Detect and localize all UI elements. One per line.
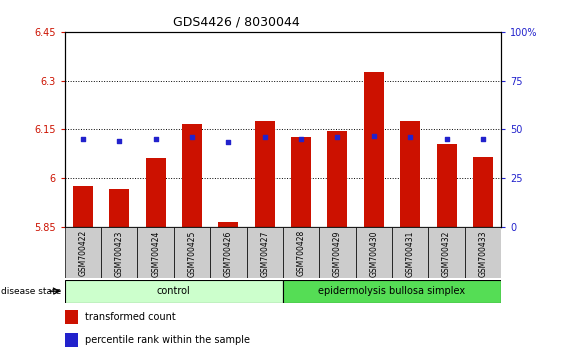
Text: control: control bbox=[157, 286, 191, 296]
Bar bbox=[356, 227, 392, 278]
Text: disease state: disease state bbox=[1, 287, 61, 296]
Point bbox=[78, 136, 87, 142]
Bar bbox=[146, 159, 166, 227]
Text: GSM700431: GSM700431 bbox=[406, 230, 415, 276]
Text: GDS4426 / 8030044: GDS4426 / 8030044 bbox=[173, 16, 300, 29]
Bar bbox=[182, 124, 202, 227]
Point bbox=[479, 136, 488, 142]
Bar bbox=[65, 333, 78, 347]
Text: GSM700428: GSM700428 bbox=[297, 230, 306, 276]
Bar bbox=[65, 310, 78, 324]
Text: GSM700422: GSM700422 bbox=[78, 230, 87, 276]
Point bbox=[406, 135, 415, 140]
Text: transformed count: transformed count bbox=[85, 312, 176, 322]
Bar bbox=[392, 227, 428, 278]
Text: percentile rank within the sample: percentile rank within the sample bbox=[85, 335, 250, 345]
Point bbox=[369, 133, 378, 138]
Point bbox=[442, 136, 451, 142]
Bar bbox=[101, 227, 137, 278]
Text: GSM700429: GSM700429 bbox=[333, 230, 342, 276]
Text: GSM700432: GSM700432 bbox=[442, 230, 451, 276]
Bar bbox=[73, 186, 93, 227]
Point bbox=[297, 136, 306, 142]
Bar bbox=[319, 227, 356, 278]
Point bbox=[224, 139, 233, 145]
Text: GSM700423: GSM700423 bbox=[115, 230, 124, 276]
Bar bbox=[283, 227, 319, 278]
Bar bbox=[247, 227, 283, 278]
Point bbox=[187, 135, 196, 140]
Text: GSM700430: GSM700430 bbox=[369, 230, 378, 277]
Point bbox=[260, 135, 269, 140]
Bar bbox=[328, 131, 347, 227]
Text: GSM700433: GSM700433 bbox=[479, 230, 488, 277]
Bar bbox=[400, 121, 420, 227]
Bar bbox=[473, 157, 493, 227]
Bar bbox=[174, 227, 210, 278]
Text: GSM700425: GSM700425 bbox=[187, 230, 196, 276]
Bar bbox=[364, 73, 384, 227]
Bar bbox=[428, 227, 464, 278]
Text: GSM700427: GSM700427 bbox=[260, 230, 269, 276]
Bar bbox=[137, 227, 174, 278]
Bar bbox=[210, 227, 247, 278]
Text: GSM700424: GSM700424 bbox=[151, 230, 160, 276]
Bar bbox=[65, 280, 283, 303]
Point bbox=[151, 136, 160, 142]
Bar bbox=[283, 280, 501, 303]
Bar bbox=[254, 121, 275, 227]
Bar bbox=[464, 227, 501, 278]
Text: epidermolysis bullosa simplex: epidermolysis bullosa simplex bbox=[319, 286, 466, 296]
Bar bbox=[65, 227, 101, 278]
Bar bbox=[291, 137, 311, 227]
Bar bbox=[436, 144, 457, 227]
Point bbox=[115, 138, 124, 143]
Point bbox=[333, 135, 342, 140]
Bar bbox=[218, 222, 238, 227]
Text: GSM700426: GSM700426 bbox=[224, 230, 233, 276]
Bar bbox=[109, 189, 129, 227]
